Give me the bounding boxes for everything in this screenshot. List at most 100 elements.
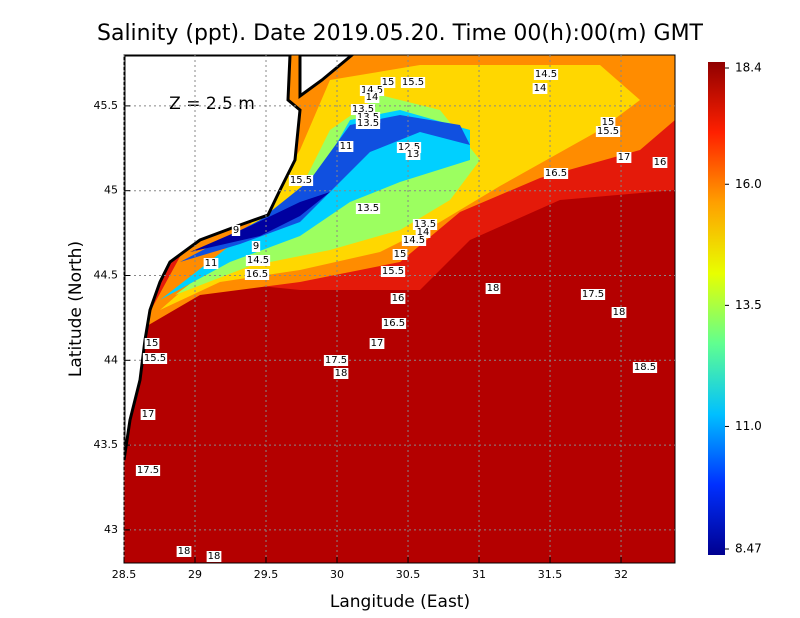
contour-label: 17 <box>142 409 155 420</box>
contour-label: 13.5 <box>357 118 379 129</box>
contour-label-box <box>396 142 422 153</box>
contour-label-box <box>245 255 271 266</box>
contour-label: 17.5 <box>325 355 347 366</box>
contour-label: 13.5 <box>357 203 379 214</box>
contour-label-box <box>206 551 222 562</box>
contour-label-box <box>359 85 385 96</box>
y-tick-label: 45 <box>104 184 118 197</box>
contour-label-box <box>142 353 168 364</box>
salinity-field <box>124 55 675 563</box>
contour-label: 14 <box>534 83 547 94</box>
contour-label: 11 <box>340 141 353 152</box>
title: Salinity (ppt). Date 2019.05.20. Time 00… <box>97 21 704 46</box>
contour-label: 14.5 <box>403 235 425 246</box>
x-tick-label: 29.5 <box>254 568 279 581</box>
depth-label: Z = 2.5 m <box>169 94 255 114</box>
contour-label-box <box>405 149 421 160</box>
x-tick-label: 32 <box>614 568 628 581</box>
y-tick-label: 43.5 <box>94 438 119 451</box>
contour-label: 15 <box>146 338 159 349</box>
x-tick-label: 30 <box>330 568 344 581</box>
contour-label: 16.5 <box>545 168 567 179</box>
contour-label-box <box>333 368 349 379</box>
contour-label-box <box>415 227 431 238</box>
contour-label: 13.5 <box>414 219 436 230</box>
contour-label-box <box>412 219 438 230</box>
x-tick-label: 31 <box>472 568 486 581</box>
contour-label-box <box>244 269 270 280</box>
contour-label-box <box>369 338 385 349</box>
contour-label: 18 <box>335 368 348 379</box>
contour-label-box <box>390 293 406 304</box>
contour-label: 16 <box>654 157 667 168</box>
contour-label: 15 <box>382 77 395 88</box>
colorbar-tick-label: 18.4 <box>735 61 762 75</box>
contour-label: 17 <box>371 338 384 349</box>
contour-label: 17 <box>618 152 631 163</box>
contour-label: 16.5 <box>383 318 405 329</box>
contour-label-box <box>611 307 627 318</box>
plot-frame <box>123 54 676 564</box>
contour-label-box <box>350 104 376 115</box>
contour-label-box <box>401 235 427 246</box>
contour-label: 11 <box>205 258 218 269</box>
x-tick-label: 28.5 <box>112 568 137 581</box>
colorbar-tick-label: 11.0 <box>735 419 762 433</box>
contour-label: 14 <box>417 227 430 238</box>
contour-label-box <box>251 241 261 252</box>
contour-label-box <box>485 283 501 294</box>
contour-label-box <box>543 168 569 179</box>
contour-label-box <box>580 289 606 300</box>
contour-label-box <box>364 92 380 103</box>
contour-label-box <box>616 152 632 163</box>
contour-label-box <box>135 465 161 476</box>
contour-label-box <box>400 77 426 88</box>
contour-label: 16.5 <box>246 269 268 280</box>
contour-label: 18 <box>208 551 221 562</box>
contour-label-box <box>380 266 406 277</box>
contour-label: 15.5 <box>382 266 404 277</box>
contour-label-box <box>600 117 616 128</box>
y-tick-label: 44 <box>104 353 118 366</box>
contour-label-box <box>392 249 408 260</box>
contour-label: 14.5 <box>361 85 383 96</box>
x-tick-label: 30.5 <box>396 568 421 581</box>
contour-label: 15.5 <box>144 353 166 364</box>
contour-label: 13 <box>407 149 420 160</box>
y-tick-label: 43 <box>104 523 118 536</box>
contour-label-box <box>595 126 621 137</box>
contour-label: 18 <box>487 283 500 294</box>
contour-label-box <box>144 338 160 349</box>
contour-label: 18 <box>178 546 191 557</box>
colorbar-tick-label: 13.5 <box>735 298 762 312</box>
contour-label: 15.5 <box>290 175 312 186</box>
x-tick-label: 31.5 <box>538 568 563 581</box>
contour-label-box <box>323 355 349 366</box>
contour-label-box <box>176 546 192 557</box>
contour-label: 16 <box>392 293 405 304</box>
colorbar-tick-label: 8.47 <box>735 542 762 556</box>
contour-label-box <box>533 69 559 80</box>
contour-label: 14.5 <box>535 69 557 80</box>
contour-label: 9 <box>253 241 259 252</box>
contour-label-box <box>380 77 396 88</box>
contour-label: 17.5 <box>137 465 159 476</box>
y-tick-label: 45.5 <box>94 99 119 112</box>
contour-label-box <box>632 362 658 373</box>
contour-label-box <box>140 409 156 420</box>
contour-label-box <box>231 225 241 236</box>
x-axis-label: Langitude (East) <box>330 592 470 612</box>
contour-label: 12.5 <box>398 142 420 153</box>
contour-label-box <box>355 118 381 129</box>
y-axis-label: Latitude (North) <box>66 241 86 377</box>
contour-label: 13.5 <box>352 104 374 115</box>
contour-label-box <box>355 203 381 214</box>
contour-label: 15.5 <box>402 77 424 88</box>
contour-label-box <box>652 157 668 168</box>
x-tick-label: 29 <box>188 568 202 581</box>
colorbar-tick-label: 16.0 <box>735 177 762 191</box>
contour-label-box <box>338 141 354 152</box>
contour-label-box <box>288 175 314 186</box>
contour-label: 15.5 <box>597 126 619 137</box>
contour-label: 9 <box>233 225 239 236</box>
